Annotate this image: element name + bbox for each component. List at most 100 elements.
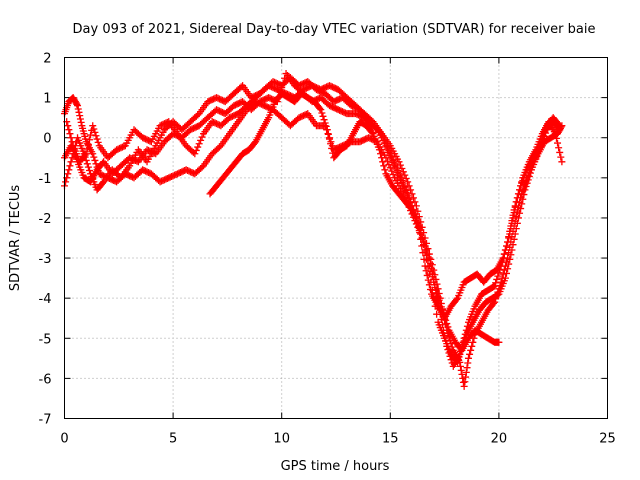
- data-point: [495, 338, 503, 346]
- data-point: [83, 145, 91, 153]
- data-point: [195, 140, 203, 148]
- data-point: [462, 368, 470, 376]
- data-point: [194, 143, 202, 151]
- data-point: [499, 254, 507, 262]
- data-point: [64, 170, 72, 178]
- data-point: [92, 132, 100, 140]
- data-point: [379, 158, 387, 166]
- data-point: [388, 155, 396, 163]
- data-point: [407, 186, 415, 194]
- data-point: [424, 263, 432, 271]
- plot-frame: [64, 57, 608, 419]
- data-point: [464, 354, 472, 362]
- data-point: [458, 370, 466, 378]
- chart-title: Day 093 of 2021, Sidereal Day-to-day VTE…: [73, 22, 596, 37]
- data-point: [433, 310, 441, 318]
- data-point: [500, 250, 508, 258]
- data-point: [518, 191, 526, 199]
- data-point: [427, 278, 435, 286]
- x-tick-label: 25: [599, 432, 616, 447]
- data-point: [498, 274, 506, 282]
- data-point: [495, 285, 503, 293]
- data-point: [85, 166, 93, 174]
- data-point: [383, 157, 391, 165]
- y-tick-label: -4: [39, 292, 52, 307]
- data-point: [94, 166, 102, 174]
- data-point: [462, 373, 470, 381]
- data-point: [68, 138, 76, 146]
- data-point: [555, 120, 563, 128]
- data-point: [386, 164, 394, 172]
- data-point: [506, 227, 514, 235]
- data-point: [319, 112, 327, 120]
- data-point: [552, 134, 560, 142]
- data-point: [77, 118, 85, 126]
- grid-lines: [64, 57, 608, 419]
- data-point: [395, 172, 403, 180]
- data-point: [494, 288, 502, 296]
- data-point: [75, 108, 83, 116]
- x-tick-label: 0: [60, 432, 68, 447]
- data-point: [460, 334, 468, 342]
- series-track-e: [63, 74, 564, 366]
- data-point: [507, 222, 515, 230]
- data-point: [509, 211, 517, 219]
- data-point: [428, 286, 436, 294]
- data-point: [513, 194, 521, 202]
- data-point: [389, 170, 397, 178]
- x-tick-label: 5: [169, 432, 177, 447]
- data-point: [557, 153, 565, 161]
- data-point: [92, 160, 100, 168]
- data-point: [463, 364, 471, 372]
- data-point: [423, 255, 430, 263]
- data-point: [84, 140, 92, 148]
- data-point: [65, 126, 73, 134]
- series-track-d: [206, 90, 566, 322]
- data-point: [377, 150, 385, 158]
- data-point: [512, 213, 520, 221]
- data-point: [443, 320, 451, 328]
- data-point: [418, 233, 426, 241]
- data-point: [197, 136, 205, 144]
- data-point: [506, 243, 514, 251]
- data-point: [381, 166, 389, 174]
- data-point: [76, 112, 84, 120]
- data-point: [466, 350, 474, 358]
- data-point: [83, 160, 91, 168]
- data-point: [503, 242, 511, 250]
- data-point: [328, 144, 336, 152]
- data-point: [430, 294, 438, 302]
- data-point: [398, 179, 406, 187]
- data-point: [66, 130, 74, 138]
- data-point: [495, 269, 503, 277]
- data-point: [458, 342, 466, 350]
- data-point: [401, 185, 409, 193]
- data-point: [396, 161, 404, 169]
- data-point: [468, 342, 476, 350]
- data-point: [324, 130, 332, 138]
- data-point: [386, 152, 394, 160]
- y-tick-label: -3: [39, 252, 52, 267]
- data-point: [66, 162, 74, 170]
- data-point: [536, 142, 544, 150]
- y-tick-label: 1: [43, 92, 51, 107]
- data-point: [399, 182, 407, 190]
- data-point: [375, 146, 383, 154]
- data-point: [382, 142, 390, 150]
- x-tick-label: 15: [382, 432, 399, 447]
- y-tick-label: -6: [39, 372, 52, 387]
- data-point: [500, 266, 508, 274]
- data-point: [516, 186, 524, 194]
- data-point: [489, 300, 497, 308]
- data-point: [555, 144, 563, 152]
- data-point: [433, 289, 441, 297]
- data-point: [94, 138, 102, 146]
- x-tick-label: 20: [491, 432, 508, 447]
- data-point: [459, 378, 467, 386]
- data-point: [378, 154, 386, 162]
- data-point: [391, 162, 399, 170]
- data-point: [68, 154, 76, 162]
- data-point: [389, 158, 397, 166]
- data-point: [325, 135, 333, 143]
- data-point: [420, 241, 428, 249]
